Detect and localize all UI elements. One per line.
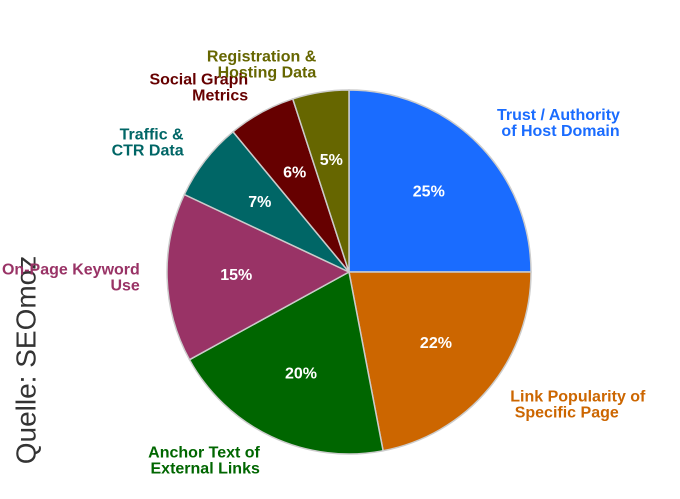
value-label: 25%	[413, 183, 445, 200]
slice-label: Registration & Hosting Data	[207, 48, 317, 81]
source-note: Quelle: SEOmoz	[10, 256, 41, 465]
pie-slice	[348, 89, 532, 273]
pie-slice	[291, 89, 350, 273]
value-label: 5%	[320, 152, 343, 169]
slice-label: Trust / Authority of Host Domain	[497, 107, 620, 140]
value-label: 7%	[248, 194, 271, 211]
pie-slice	[188, 270, 384, 455]
pie-slice	[166, 193, 351, 361]
value-label: 15%	[220, 267, 252, 284]
slice-label: Link Popularity of Specific Page	[510, 389, 646, 422]
pie-slice	[348, 271, 532, 452]
slice-label: Anchor Text of External Links	[146, 445, 261, 478]
slice-label: On-Page Keyword Use	[2, 262, 140, 295]
value-label: 6%	[283, 164, 306, 181]
value-label: 22%	[420, 335, 452, 352]
slice-label: Social Graph Metrics	[149, 72, 248, 105]
value-label: 20%	[285, 365, 317, 382]
slice-label: Traffic & CTR Data	[107, 127, 184, 160]
